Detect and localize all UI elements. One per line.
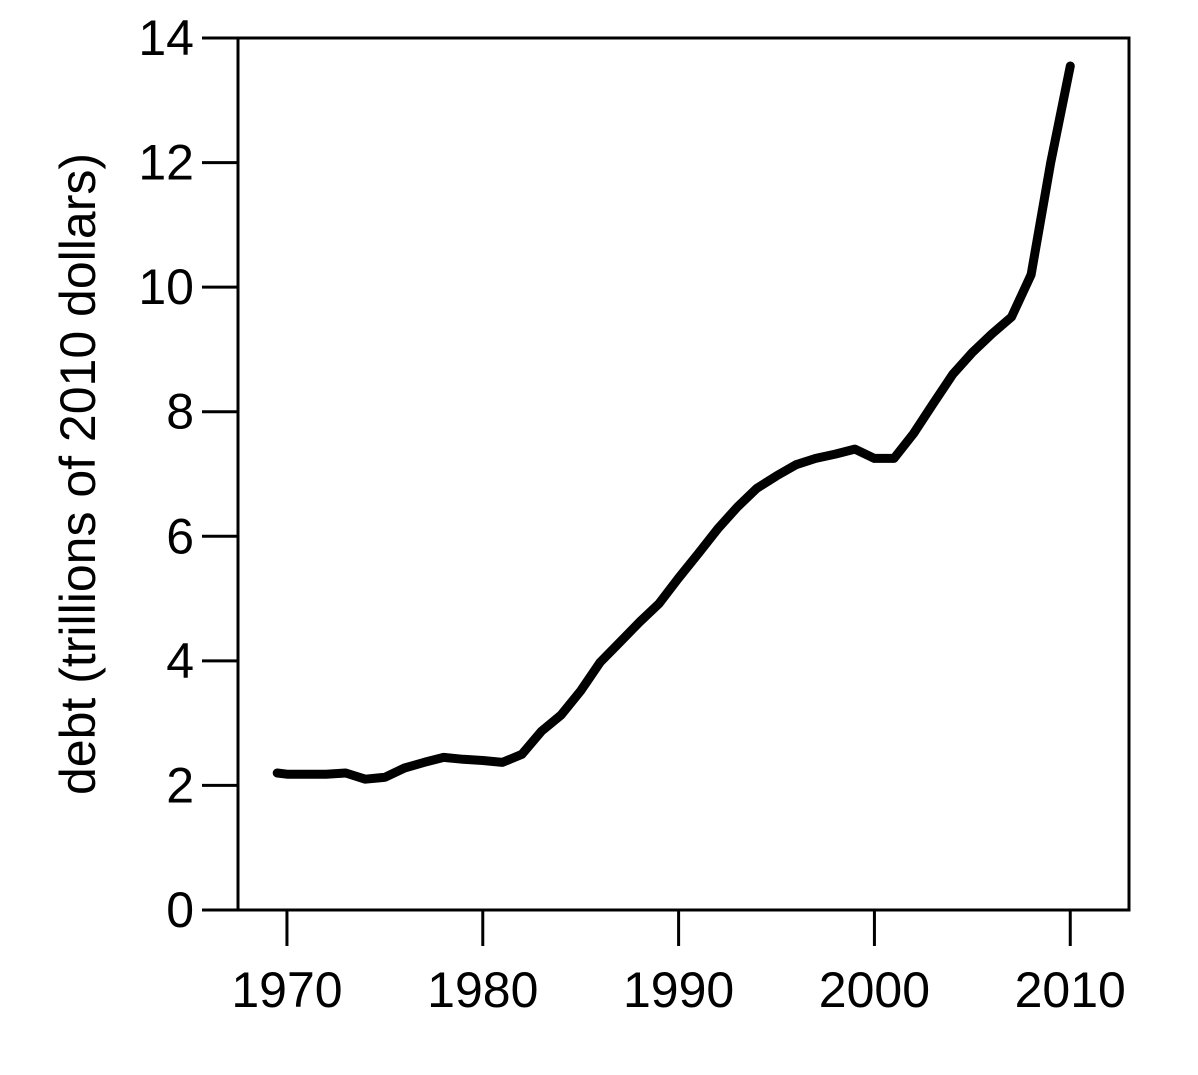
y-axis: 0 2 4 6 8 10 12 14: [138, 10, 238, 938]
plot-frame: [236, 36, 1131, 912]
x-tick-label: 1970: [231, 962, 342, 1018]
y-tick-label: 2: [166, 757, 194, 813]
y-axis-label: debt (trillions of 2010 dollars): [50, 153, 106, 795]
y-tick-label: 8: [166, 384, 194, 440]
x-axis: 1970 1980 1990 2000 2010: [231, 910, 1126, 1018]
x-tick-label: 2000: [819, 962, 930, 1018]
y-tick-label: 6: [166, 508, 194, 564]
y-tick-label: 0: [166, 882, 194, 938]
debt-series-line: [272, 61, 1075, 784]
y-tick-label: 4: [166, 633, 194, 689]
x-tick-label: 2010: [1015, 962, 1126, 1018]
x-tick-label: 1990: [623, 962, 734, 1018]
y-tick-label: 14: [138, 10, 194, 66]
y-tick-label: 12: [138, 135, 194, 191]
x-tick-label: 1980: [427, 962, 538, 1018]
y-tick-label: 10: [138, 259, 194, 315]
